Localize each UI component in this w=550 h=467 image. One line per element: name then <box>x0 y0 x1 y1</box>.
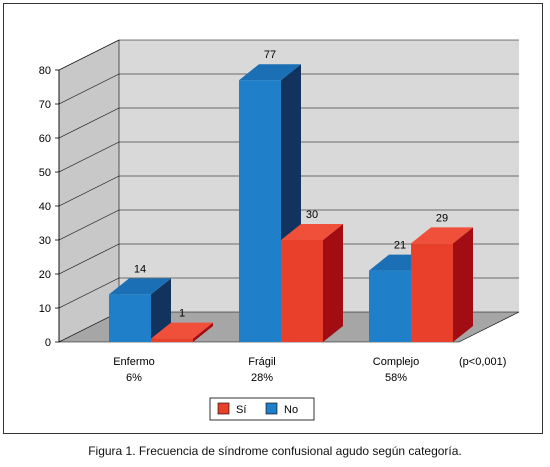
bar-chart: 0 10 20 30 40 50 60 70 80 14 1 77 30 21 29 Enfermo 6% Frá… <box>39 39 520 421</box>
legend-swatch-Sí <box>217 402 230 415</box>
y-tick-label: 80 <box>39 65 51 77</box>
x-tick-sublabel: 58% <box>385 372 407 384</box>
bar-top-Complejo-Sí <box>411 227 473 244</box>
x-tick-label: Enfermo <box>113 356 155 368</box>
bar-top-Frágil-Sí <box>281 224 343 240</box>
bar-Enfermo-No <box>109 294 151 342</box>
legend-label-Sí: Sí <box>236 404 246 416</box>
gridline <box>58 39 519 71</box>
bar-side-Frágil-Sí <box>323 224 343 342</box>
chart-frame: 0 10 20 30 40 50 60 70 80 14 1 77 30 21 29 Enfermo 6% Frá… <box>3 3 543 434</box>
data-label: 29 <box>436 212 448 224</box>
bar-Enfermo-Sí <box>151 338 193 342</box>
legend-label-No: No <box>284 404 298 416</box>
gridline <box>58 141 519 173</box>
significance-annotation: (p<0,001) <box>459 356 506 368</box>
data-label: 21 <box>394 240 406 252</box>
y-tick-label: 10 <box>39 303 51 315</box>
legend: Sí No <box>209 397 315 421</box>
y-tick-label: 60 <box>39 133 51 145</box>
bar-top-Enfermo-Sí <box>151 322 213 339</box>
y-tick-label: 70 <box>39 99 51 111</box>
gridline <box>58 243 519 275</box>
y-tick-label: 40 <box>39 201 51 213</box>
gridline <box>58 209 519 241</box>
gridline <box>58 73 519 105</box>
bar-side-Enfermo-No <box>151 278 171 342</box>
x-tick-label: Complejo <box>373 356 419 368</box>
bar-side-Enfermo-Sí <box>193 322 213 342</box>
gridline <box>58 175 519 207</box>
bar-Complejo-Sí <box>411 243 453 342</box>
bar-top-Enfermo-No <box>109 278 171 295</box>
data-label: 77 <box>264 49 276 61</box>
data-label: 14 <box>134 263 146 275</box>
x-tick-sublabel: 6% <box>126 372 142 384</box>
y-tick-label: 50 <box>39 167 51 179</box>
x-tick-label: Frágil <box>248 356 276 368</box>
bar-Frágil-Sí <box>281 240 323 342</box>
y-tick-label: 20 <box>39 269 51 281</box>
bar-Complejo-No <box>369 270 411 342</box>
x-tick-sublabel: 28% <box>251 372 273 384</box>
y-tick-label: 30 <box>39 235 51 247</box>
data-label: 1 <box>179 308 185 320</box>
bar-side-Complejo-Sí <box>453 227 473 342</box>
figure-caption: Figura 1. Frecuencia de síndrome confusi… <box>88 444 462 458</box>
y-tick-label: 0 <box>45 337 51 349</box>
data-label: 30 <box>306 209 318 221</box>
gridline <box>58 107 519 139</box>
legend-box <box>209 397 315 421</box>
bar-Frágil-No <box>239 80 281 342</box>
legend-swatch-No <box>265 402 278 415</box>
bar-top-Frágil-No <box>239 64 301 81</box>
